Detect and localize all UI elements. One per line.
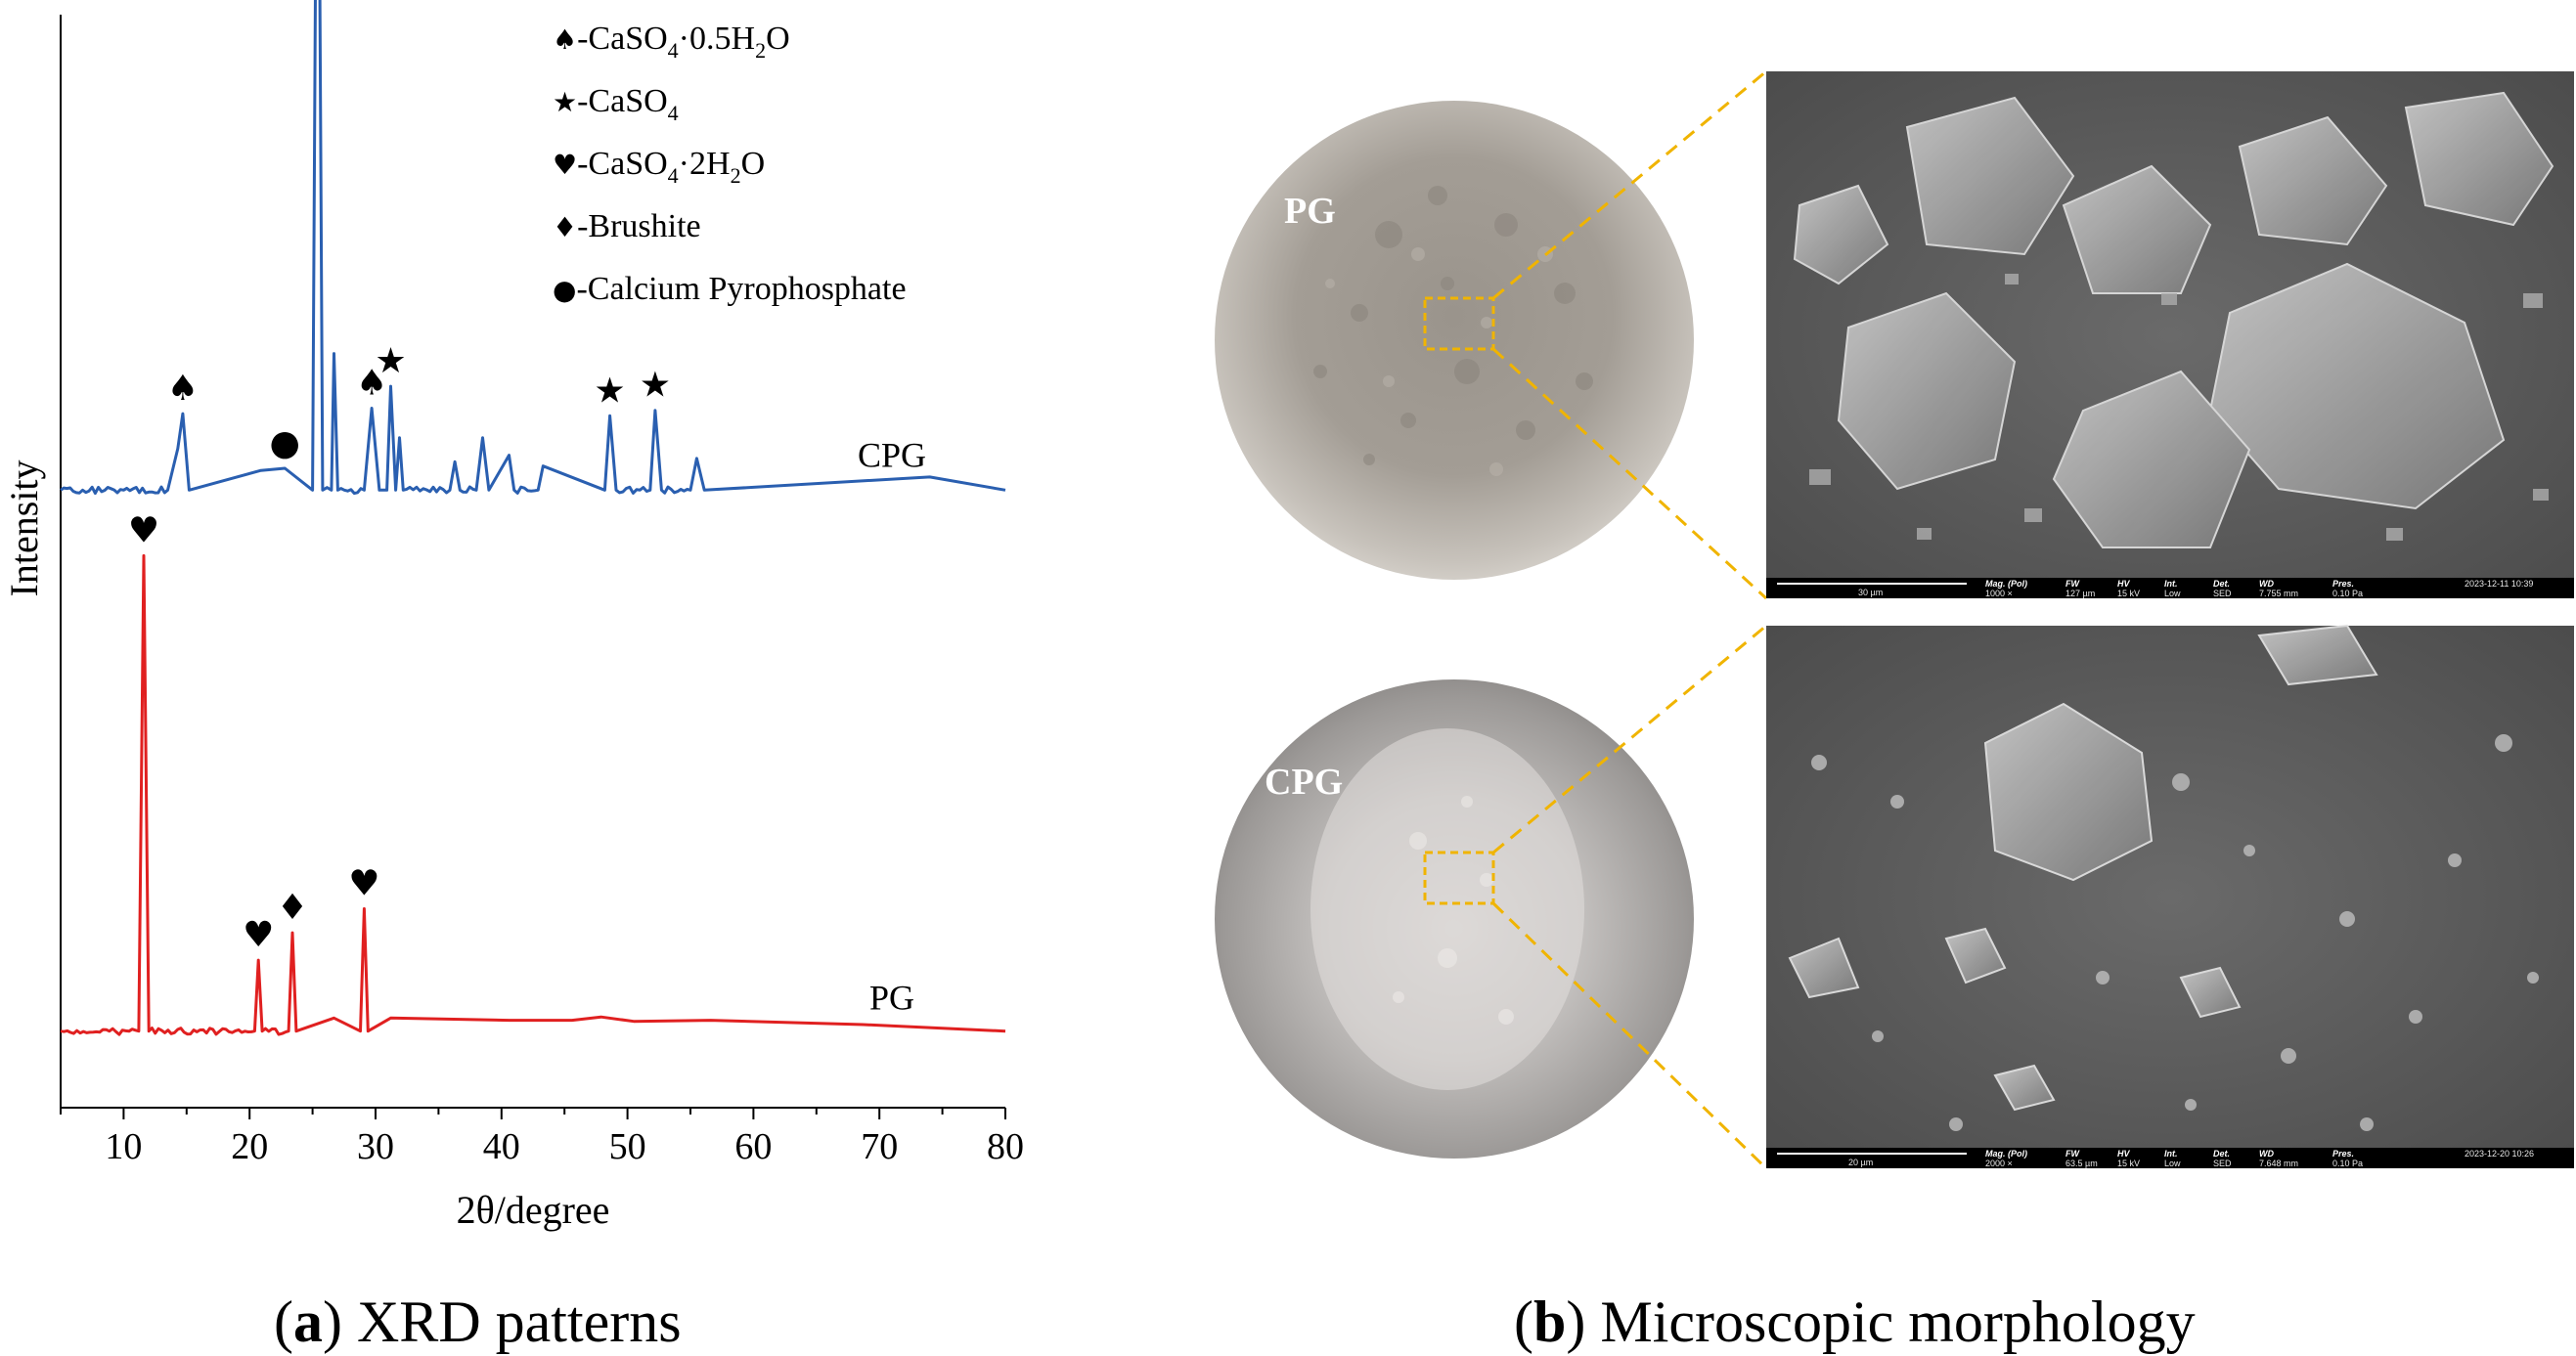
sem-date-bottom: 2023-12-20 10:26 xyxy=(2465,1149,2534,1159)
legend-entry: ★-CaSO4 xyxy=(553,83,679,125)
peak-marker: ♦ xyxy=(277,888,308,928)
peak-marker: ● xyxy=(270,423,300,463)
series-line-cpg xyxy=(60,0,1006,496)
legend-entry: ♥-CaSO4·2H2O xyxy=(553,146,765,188)
zoom-box-top xyxy=(1423,296,1495,351)
sem-field-value: Low xyxy=(2164,589,2181,598)
sem-field-head: FW xyxy=(2065,579,2080,589)
series-label-pg: PG xyxy=(869,979,914,1018)
sem-date-top: 2023-12-11 10:39 xyxy=(2465,579,2533,589)
sem-field-value: 7.648 mm xyxy=(2259,1159,2298,1168)
caption-b: (b) Microscopic morphology xyxy=(1514,1290,2196,1354)
sem-field-value: 2000 × xyxy=(1985,1159,2013,1168)
sem-field-head: FW xyxy=(2065,1149,2080,1159)
sem-field-head: WD xyxy=(2259,579,2274,589)
caption-b-text: Microscopic morphology xyxy=(1585,1290,2196,1354)
series-line-pg xyxy=(60,553,1006,1036)
sem-field-value: Low xyxy=(2164,1159,2181,1168)
peak-marker: ♠ xyxy=(356,363,387,403)
cpg-sample-photo: CPG xyxy=(1215,679,1694,1159)
sem-field-value: 7.755 mm xyxy=(2259,589,2298,598)
caption-a-text: XRD patterns xyxy=(341,1290,682,1354)
sem-field-head: Mag. (Pol) xyxy=(1985,1149,2027,1159)
x-tick-label: 30 xyxy=(357,1126,394,1167)
sem-field-head: Int. xyxy=(2164,1149,2178,1159)
sem-field-head: Det. xyxy=(2213,1149,2230,1159)
x-axis-label: 2θ/degree xyxy=(457,1188,610,1232)
x-tick-label: 20 xyxy=(231,1126,268,1167)
sem-scale-top: 30 µm xyxy=(1858,588,1883,597)
y-axis-label: Intensity xyxy=(2,459,46,596)
sem-field-value: 15 kV xyxy=(2117,1159,2140,1168)
sem-field-head: Det. xyxy=(2213,579,2230,589)
sem-field-head: Pres. xyxy=(2332,579,2354,589)
sem-field-value: SED xyxy=(2213,589,2232,598)
sem-field-value: 0.10 Pa xyxy=(2332,589,2363,598)
sem-field-value: SED xyxy=(2213,1159,2232,1168)
peak-marker: ★ xyxy=(375,341,406,381)
sem-scale-bottom: 20 µm xyxy=(1848,1158,1873,1167)
sem-field-head: HV xyxy=(2117,579,2130,589)
legend-entry: ●-Calcium Pyrophosphate xyxy=(553,271,907,307)
zoom-connectors xyxy=(1491,69,1768,1170)
peak-marker: ♠ xyxy=(167,369,199,409)
peak-marker: ♥ xyxy=(243,915,274,955)
sem-field-value: 63.5 µm xyxy=(2065,1159,2098,1168)
sem-field-head: HV xyxy=(2117,1149,2130,1159)
sem-field-value: 1000 × xyxy=(1985,589,2013,598)
x-tick-label: 40 xyxy=(483,1126,520,1167)
x-tick-label: 50 xyxy=(609,1126,646,1167)
sem-field-value: 0.10 Pa xyxy=(2332,1159,2363,1168)
pg-sample-photo: PG xyxy=(1215,101,1694,580)
legend-entry: ♠-CaSO4·0.5H2O xyxy=(553,21,790,63)
peak-marker: ★ xyxy=(594,371,625,411)
sem-field-head: Pres. xyxy=(2332,1149,2354,1159)
sem-field-head: Int. xyxy=(2164,579,2178,589)
x-tick-label: 10 xyxy=(105,1126,142,1167)
sem-field-head: WD xyxy=(2259,1149,2274,1159)
sem-field-value: 15 kV xyxy=(2117,589,2140,598)
peak-marker: ♥ xyxy=(128,510,159,550)
peak-marker: ★ xyxy=(640,366,671,406)
sem-field-value: 127 µm xyxy=(2065,589,2095,598)
x-tick-label: 70 xyxy=(861,1126,898,1167)
caption-a: (a) XRD patterns xyxy=(274,1290,682,1354)
photo-label-pg: PG xyxy=(1284,191,1336,232)
legend-entry: ♦-Brushite xyxy=(553,208,701,244)
sem-field-head: Mag. (Pol) xyxy=(1985,579,2027,589)
x-tick-label: 80 xyxy=(987,1126,1024,1167)
x-tick-label: 60 xyxy=(734,1126,772,1167)
caption-b-letter: b xyxy=(1532,1290,1567,1354)
caption-a-letter: a xyxy=(292,1290,323,1354)
zoom-box-bottom xyxy=(1423,851,1495,905)
xrd-chart: 10 20 30 40 50 60 70 80 2θ/degree Intensity CPG PG ♠… xyxy=(2,0,1024,1232)
series-label-cpg: CPG xyxy=(858,435,926,474)
peak-marker: ♥ xyxy=(348,864,379,904)
photo-label-cpg: CPG xyxy=(1265,762,1343,803)
